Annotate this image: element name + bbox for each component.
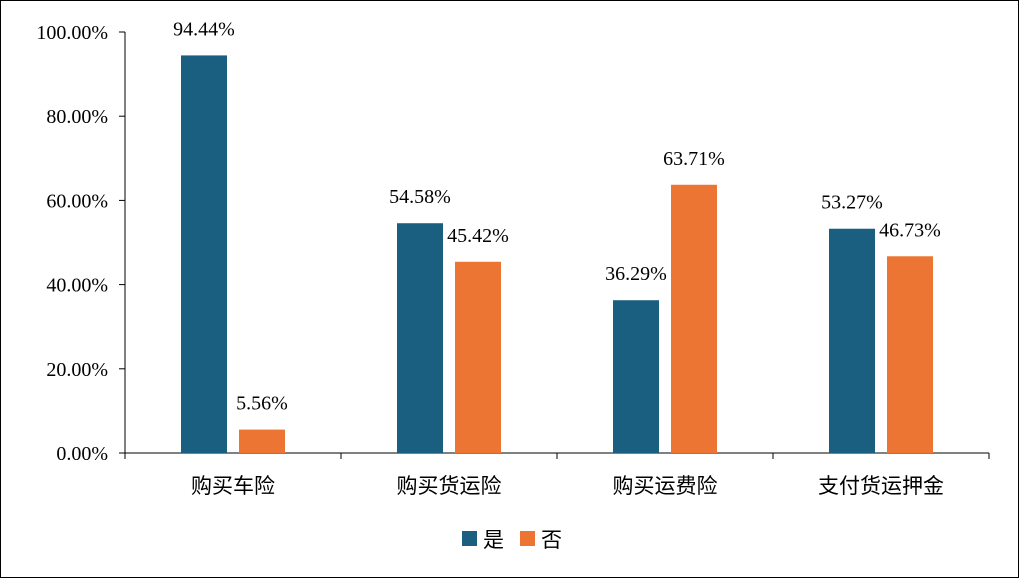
bar <box>181 55 227 454</box>
y-tick-label: 100.00% <box>36 22 108 44</box>
bar <box>829 228 875 453</box>
bar <box>455 261 501 453</box>
y-tick-label: 0.00% <box>56 443 108 465</box>
data-label: 5.56% <box>236 393 288 415</box>
legend-swatch <box>462 531 477 546</box>
legend-label: 否 <box>541 528 562 552</box>
y-tick-label: 20.00% <box>46 359 108 381</box>
data-label: 94.44% <box>173 18 235 40</box>
data-label: 54.58% <box>389 186 451 208</box>
y-tick-label: 40.00% <box>46 275 108 297</box>
y-tick-label: 60.00% <box>46 190 108 212</box>
bar <box>239 429 285 453</box>
data-label: 53.27% <box>821 192 883 214</box>
x-tick-label: 购买运费险 <box>613 474 718 498</box>
data-label: 46.73% <box>879 219 941 241</box>
data-label: 63.71% <box>663 148 725 170</box>
x-tick-label: 支付货运押金 <box>818 474 944 498</box>
data-label: 45.42% <box>447 225 509 247</box>
x-tick-label: 购买车险 <box>191 474 275 498</box>
bar <box>887 256 933 453</box>
data-label: 36.29% <box>605 263 667 285</box>
bar <box>613 300 659 453</box>
bar <box>397 223 443 453</box>
bar <box>671 184 717 454</box>
legend-label: 是 <box>483 528 504 552</box>
y-tick-label: 80.00% <box>46 106 108 128</box>
x-tick-label: 购买货运险 <box>397 474 502 498</box>
legend-swatch <box>520 531 535 546</box>
